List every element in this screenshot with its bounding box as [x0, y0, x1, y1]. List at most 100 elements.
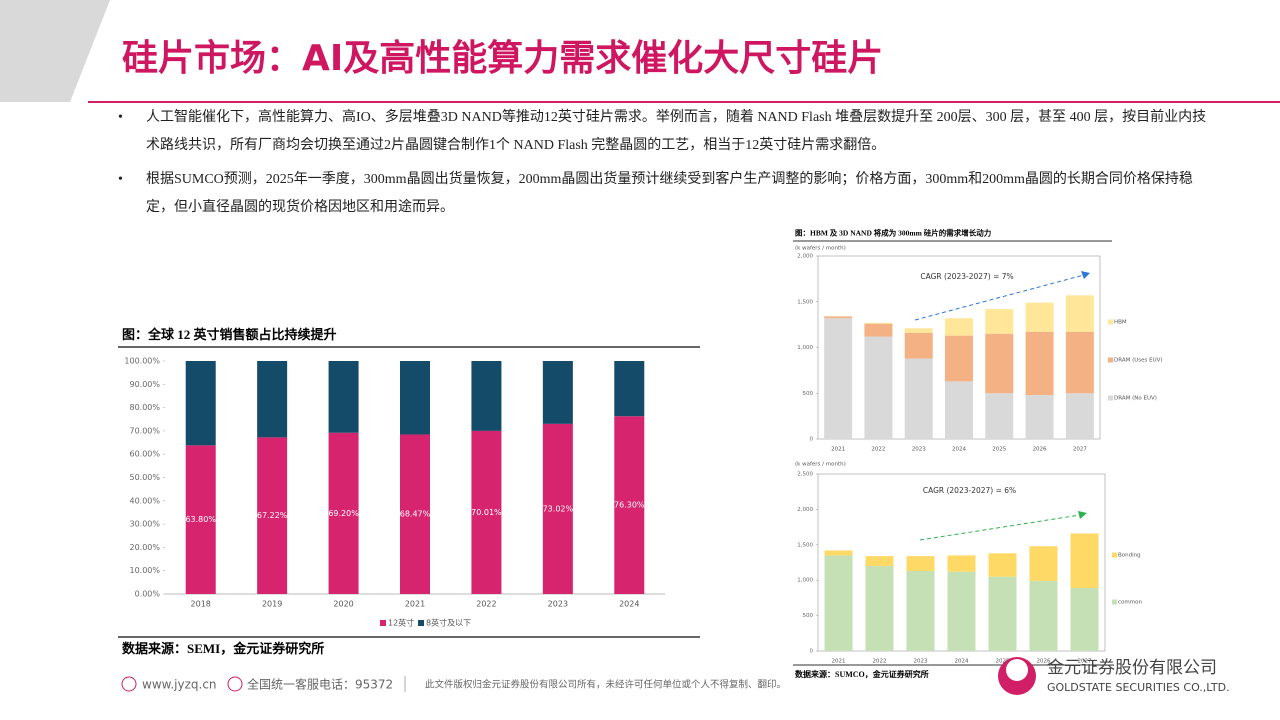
y-tick-label: 500	[803, 613, 814, 619]
y-tick-label: 500	[803, 391, 814, 397]
legend-label: HBM	[1114, 320, 1127, 326]
value-label: 73.02%	[543, 504, 574, 513]
bar-segment	[1065, 331, 1094, 394]
bar-segment	[185, 361, 216, 446]
bar-segment	[1065, 295, 1094, 332]
source: 数据来源：SUMCO，金元证券研究所	[795, 669, 929, 679]
x-tick-label: 2018	[191, 600, 211, 609]
bar-segment	[1025, 302, 1054, 332]
footer-hotline: 全国统一客服电话：95372	[247, 677, 393, 692]
bar-segment	[1025, 331, 1054, 396]
legend-swatch	[1112, 599, 1117, 605]
bar-segment	[904, 332, 933, 359]
legend-label: DRAM (No EUV)	[1114, 396, 1157, 402]
x-tick-label: 2023	[912, 447, 926, 453]
logo	[1006, 659, 1028, 681]
bar-segment	[400, 361, 430, 435]
x-tick-label: 2020	[333, 600, 353, 609]
bar-segment	[988, 576, 1017, 651]
y-tick-label: 2,000	[797, 254, 813, 260]
corner-deco	[0, 0, 110, 102]
bar-segment	[185, 445, 216, 594]
legend-swatch	[1112, 552, 1117, 558]
x-tick-label: 2019	[262, 600, 282, 609]
bar-segment	[985, 393, 1014, 439]
bar-segment	[945, 335, 973, 382]
x-tick-label: 2025	[992, 447, 1006, 453]
y-tick-label: 2,500	[797, 472, 813, 478]
bar-segment	[1025, 395, 1054, 439]
x-tick-label: 2027	[1078, 659, 1092, 665]
bar-segment	[906, 556, 935, 571]
bullet: 人工智能催化下，高性能算力、高IO、多层堆叠3D NAND等推动12英寸硅片需求…	[118, 104, 1208, 160]
annotation: CAGR (2023-2027) = 7%	[920, 272, 1013, 281]
company-en: GOLDSTATE SECURITIES CO.,LTD.	[1047, 681, 1230, 694]
x-tick-label: 2027	[1073, 447, 1087, 453]
bar-segment	[985, 309, 1014, 334]
y-tick-label: 60.00%	[129, 450, 160, 459]
y-tick-label: 1,000	[797, 345, 813, 351]
bar-segment	[947, 555, 976, 572]
bar-segment	[257, 437, 288, 594]
legend-swatch	[1108, 395, 1113, 401]
arrow-head	[1081, 271, 1090, 279]
value-label: 67.22%	[257, 511, 288, 520]
x-tick-label: 2021	[831, 447, 845, 453]
value-label: 63.80%	[185, 515, 216, 524]
y-tick-label: 10.00%	[129, 566, 160, 575]
x-tick-label: 2026	[1033, 447, 1047, 453]
x-tick-label: 2022	[476, 600, 496, 609]
legend-label: DRAM (Uses EUV)	[1114, 358, 1163, 364]
bar-segment	[864, 323, 893, 337]
x-tick-label: 2024	[952, 447, 966, 453]
y-tick-label: 1,000	[797, 578, 813, 584]
bar-segment	[904, 328, 933, 333]
y-tick-label: 0.00%	[135, 590, 161, 599]
y-tick-label: 70.00%	[129, 426, 160, 435]
y-tick-label: 100.00%	[124, 357, 160, 366]
trend-arrow	[919, 514, 1081, 541]
y-tick-label: 30.00%	[129, 520, 160, 529]
bar-segment	[947, 571, 976, 651]
value-label: 70.01%	[471, 508, 502, 517]
x-tick-label: 2022	[873, 659, 887, 665]
y-axis-label: (k wafers / month)	[795, 462, 846, 468]
legend-label: 8英寸及以下	[426, 618, 471, 628]
bar-segment	[542, 423, 573, 594]
bar-segment	[1029, 580, 1058, 651]
x-tick-label: 2022	[871, 447, 885, 453]
y-tick-label: 80.00%	[129, 403, 160, 412]
bar-segment	[614, 416, 645, 594]
bar-segment	[824, 555, 853, 651]
bar-segment	[614, 361, 645, 417]
bar-segment	[400, 434, 430, 594]
y-tick-label: 50.00%	[129, 473, 160, 482]
bar-segment	[904, 358, 933, 439]
bar-segment	[945, 318, 973, 336]
bar-segment	[864, 336, 893, 439]
x-tick-label: 2021	[832, 659, 846, 665]
bar-segment	[471, 430, 502, 594]
bar-segment	[1070, 587, 1099, 651]
legend-label: common	[1118, 600, 1142, 606]
bar-segment	[328, 432, 359, 594]
x-tick-label: 2024	[619, 600, 639, 609]
y-tick-label: 0	[810, 437, 814, 443]
x-tick-label: 2025	[996, 659, 1010, 665]
bar-segment	[542, 361, 573, 424]
bar-segment	[824, 550, 853, 556]
value-label: 68.47%	[400, 510, 431, 519]
legend-swatch	[1108, 357, 1113, 363]
legend-label: 12英寸	[388, 618, 414, 628]
footer-copyright: 此文件版权归金元证券股份有限公司所有，未经许可任何单位或个人不得复制、翻印。	[425, 679, 786, 691]
bar-segment	[328, 361, 359, 433]
bar-segment	[988, 553, 1017, 577]
y-axis-label: (k wafers / month)	[795, 246, 846, 252]
bar-segment	[1065, 393, 1094, 439]
bar-segment	[257, 361, 288, 438]
value-label: 69.20%	[328, 509, 359, 518]
bar-segment	[945, 381, 973, 439]
x-tick-label: 2024	[955, 659, 969, 665]
bar-segment	[471, 361, 502, 431]
